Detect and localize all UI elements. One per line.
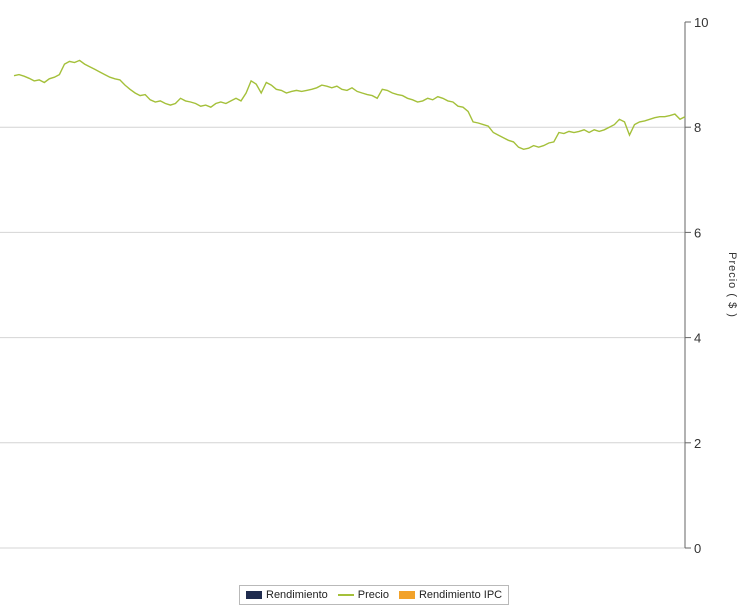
y-tick-label-8: 8 [694, 120, 701, 135]
series-line-precio [13, 59, 686, 151]
y-tick-label-0: 0 [694, 541, 701, 556]
legend-item-precio: Precio [337, 589, 389, 601]
legend-item-rendimiento-ipc: Rendimiento IPC [398, 589, 503, 601]
chart-legend: Rendimiento Precio Rendimiento IPC [239, 585, 510, 605]
y-tick-label-4: 4 [694, 331, 701, 346]
legend-swatch-precio [337, 594, 354, 596]
y-axis-ticks: 0 2 4 6 8 10 [685, 15, 708, 556]
y-tick-label-6: 6 [694, 225, 701, 240]
y-tick-label-10: 10 [694, 15, 708, 30]
legend-swatch-rendimiento-ipc [398, 591, 415, 599]
y-tick-label-2: 2 [694, 436, 701, 451]
chart-plot: 0 2 4 6 8 10 Precio ( $ ) [0, 15, 738, 556]
gridlines [0, 126, 685, 549]
legend-swatch-rendimiento [246, 591, 262, 599]
y-axis-title: Precio ( $ ) [726, 252, 738, 318]
legend-label-precio: Precio [357, 589, 389, 601]
legend-item-rendimiento: Rendimiento [246, 589, 328, 601]
legend-label-rendimiento-ipc: Rendimiento IPC [418, 589, 503, 601]
legend-label-rendimiento: Rendimiento [266, 589, 328, 601]
